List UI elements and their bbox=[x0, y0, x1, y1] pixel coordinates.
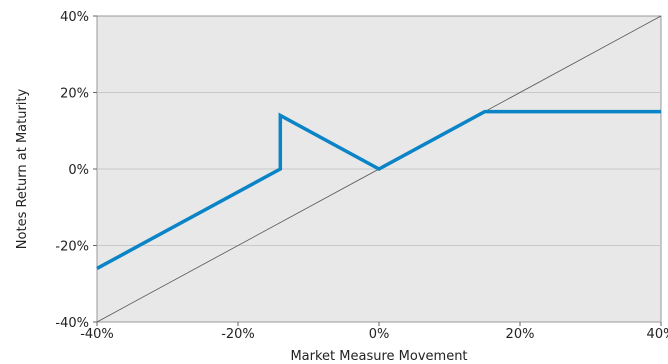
y-tick-label: 40% bbox=[60, 10, 89, 25]
y-axis-label: Notes Return at Maturity bbox=[15, 88, 30, 249]
y-tick-label: 20% bbox=[60, 87, 89, 102]
series-group bbox=[96, 109, 661, 270]
y-axis-ticks: -40% -20% 0% 20% 40% bbox=[55, 10, 97, 331]
x-tick-label: -40% bbox=[80, 327, 114, 342]
y-tick-label: -40% bbox=[55, 316, 89, 331]
x-axis-ticks: -40% -20% 0% 20% 40% bbox=[80, 322, 668, 342]
x-tick-label: -20% bbox=[221, 327, 255, 342]
y-tick-label: 0% bbox=[68, 163, 89, 178]
x-tick-label: 0% bbox=[369, 327, 390, 342]
y-tick-label: -20% bbox=[55, 240, 89, 255]
x-axis-label: Market Measure Movement bbox=[290, 349, 467, 364]
series-line bbox=[96, 109, 661, 270]
x-tick-label: 40% bbox=[647, 327, 668, 342]
x-tick-label: 20% bbox=[506, 327, 535, 342]
